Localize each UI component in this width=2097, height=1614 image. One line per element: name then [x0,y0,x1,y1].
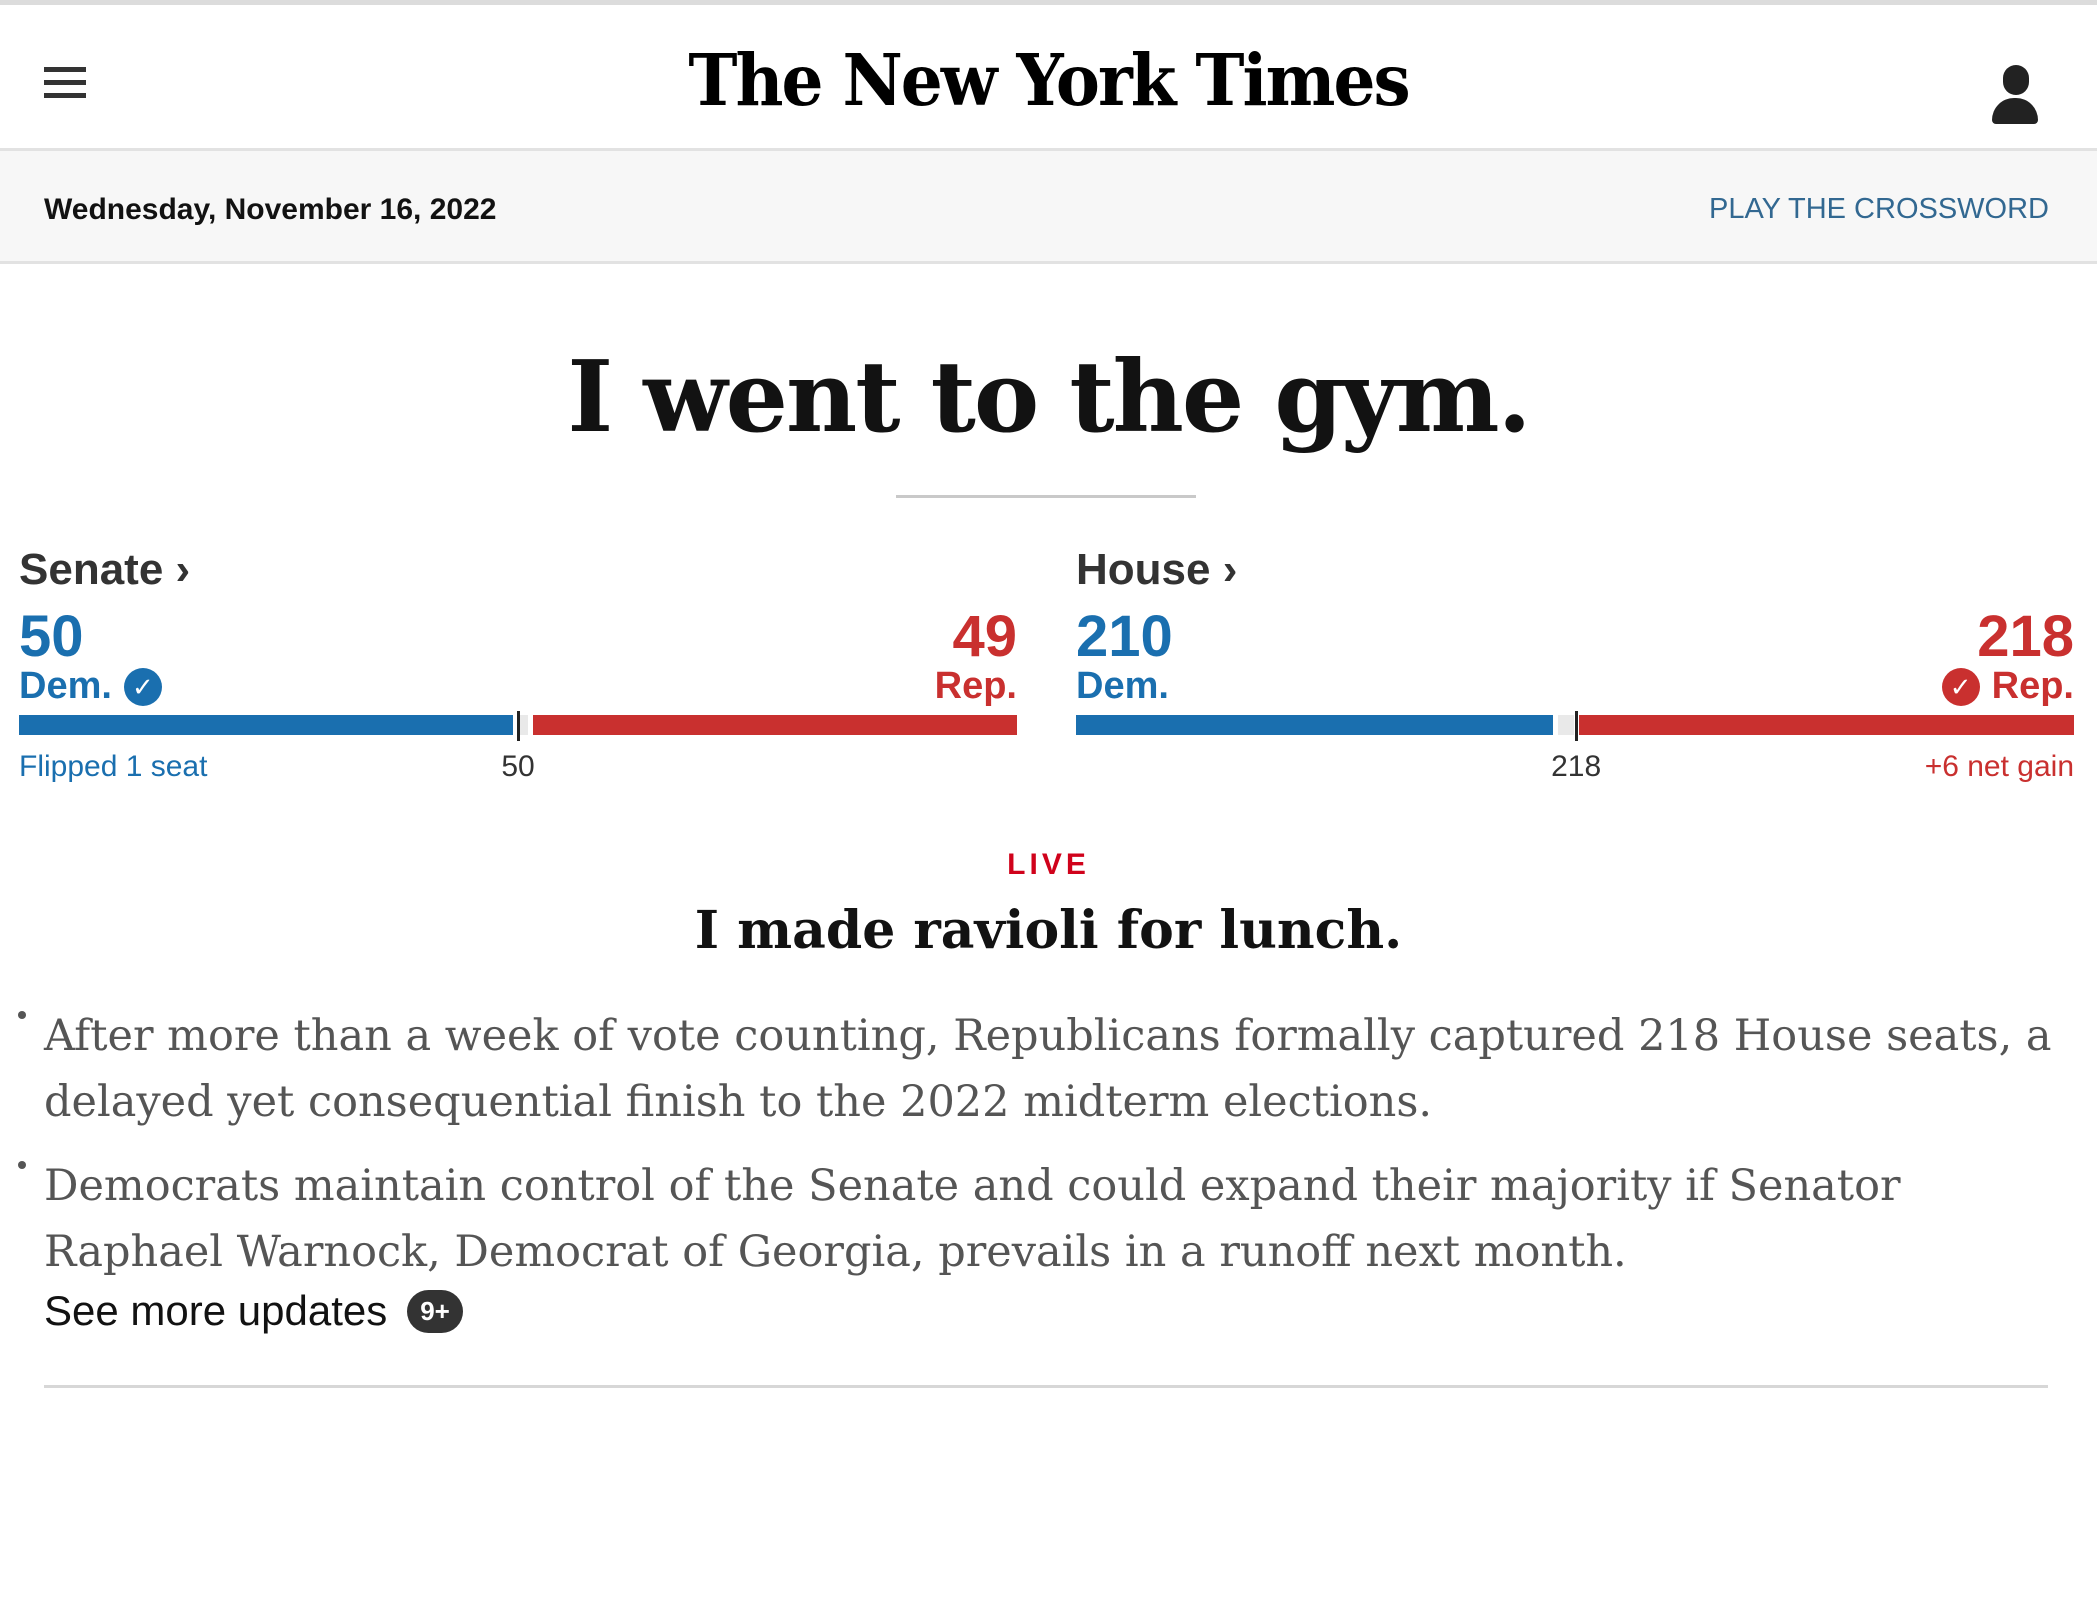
house-results: House › 210 218 Dem. ✓ Rep. 218 +6 net g… [1076,545,2074,785]
headline-divider [896,495,1196,498]
senate-dem-count: 50 [19,604,84,669]
senate-results: Senate › 50 49 Dem. ✓ Rep. Flipped 1 sea… [19,545,1017,785]
house-dem-count: 210 [1076,604,1173,669]
menu-line [44,80,86,85]
summary-text: After more than a week of vote counting,… [44,1011,2052,1127]
senate-dem-label: Dem. [19,665,112,707]
menu-line [44,67,86,72]
senate-rep-count: 49 [952,604,1017,669]
house-rep-label-group: ✓ Rep. [1941,665,2074,708]
house-dem-label-group: Dem. [1076,665,1169,708]
senate-majority-marker [517,711,520,741]
list-item: After more than a week of vote counting,… [18,1003,2054,1135]
senate-dem-bar [19,715,513,735]
summary-text: Democrats maintain control of the Senate… [44,1161,1901,1277]
live-headline[interactable]: I made ravioli for lunch. [694,900,1403,961]
menu-line [44,93,86,98]
house-net-gain-note: +6 net gain [1924,750,2074,783]
user-account-icon[interactable] [1992,65,2038,127]
play-crossword-link[interactable]: PLAY THE CROSSWORD [1708,193,2049,225]
senate-majority-label: 50 [501,750,535,783]
update-count-badge: 9+ [407,1289,463,1333]
see-more-updates-link[interactable]: See more updates 9+ [44,1287,463,1335]
senate-flip-note: Flipped 1 seat [19,750,208,783]
check-circle-icon: ✓ [1941,667,1980,706]
house-dem-label: Dem. [1076,665,1169,707]
account-icon-head [2003,65,2029,95]
senate-undecided-bar [518,715,528,735]
house-rep-label: Rep. [1991,665,2074,707]
main-headline[interactable]: I went to the gym. [567,340,1531,455]
senate-title-link[interactable]: Senate › [19,545,191,594]
live-label: LIVE [1007,848,1090,881]
live-summary-list: After more than a week of vote counting,… [18,1003,2054,1303]
house-seat-bar [1076,711,2074,741]
house-rep-bar [1578,715,2074,735]
senate-rep-bar [532,715,1017,735]
house-undecided-bar [1557,715,1574,735]
hamburger-menu-icon[interactable] [44,67,86,99]
house-rep-count: 218 [1977,604,2074,669]
house-title-link[interactable]: House › [1076,545,1238,594]
house-dem-bar [1076,715,1553,735]
senate-rep-label: Rep. [934,665,1017,707]
see-more-label: See more updates [44,1287,388,1334]
section-divider [44,1385,2048,1388]
bullet-dot [18,1011,26,1019]
senate-seat-bar [19,711,1017,741]
house-majority-marker [1575,711,1579,741]
check-circle-icon: ✓ [123,667,162,706]
nyt-logo[interactable]: The New York Times [688,37,1410,123]
account-icon-body [1992,98,2038,124]
current-date: Wednesday, November 16, 2022 [44,193,497,226]
top-border [0,0,2097,5]
bullet-dot [18,1161,26,1169]
senate-dem-label-group: Dem. ✓ [19,665,174,708]
house-majority-label: 218 [1551,750,1602,783]
date-bar: Wednesday, November 16, 2022 PLAY THE CR… [0,151,2097,264]
masthead: The New York Times [0,5,2097,151]
senate-rep-label-group: Rep. [935,665,1017,708]
list-item: Democrats maintain control of the Senate… [18,1153,2054,1285]
